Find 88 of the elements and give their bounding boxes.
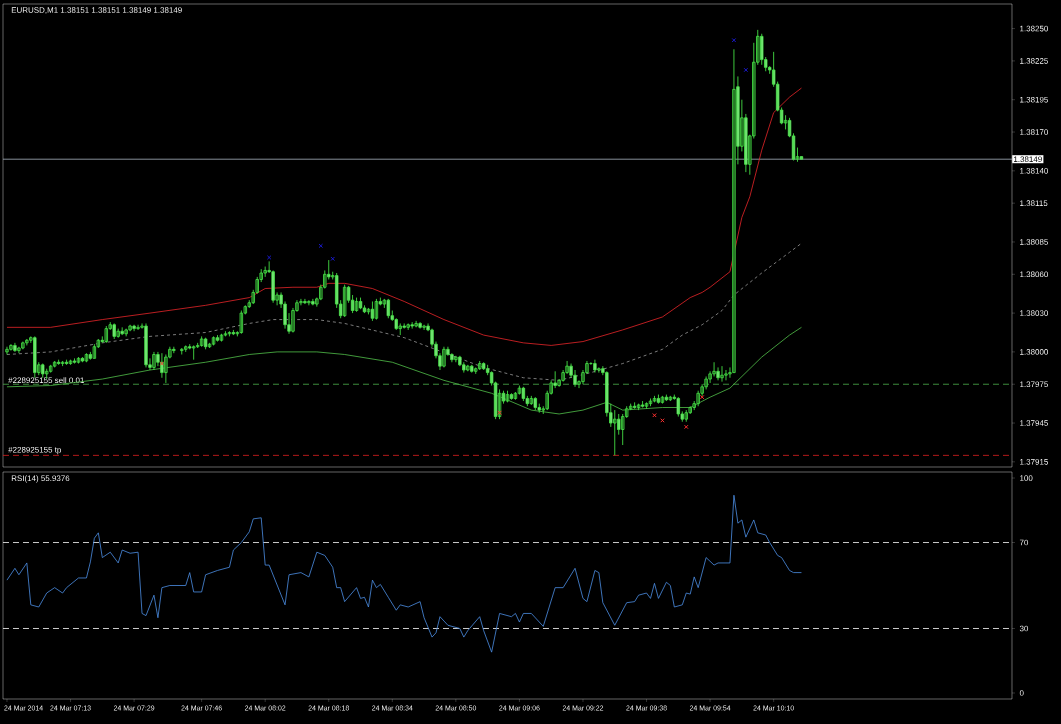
candlestick — [25, 338, 29, 346]
candlestick — [422, 324, 426, 331]
candlestick — [414, 320, 418, 328]
candlestick — [466, 364, 470, 372]
candlestick — [418, 321, 422, 330]
point — [660, 418, 665, 423]
candlestick — [64, 359, 69, 366]
candlestick — [648, 398, 653, 407]
line-series — [6, 326, 802, 415]
point — [159, 361, 165, 366]
candlestick — [184, 344, 188, 353]
candlestick — [644, 401, 649, 410]
candlestick — [720, 365, 724, 383]
candlestick — [442, 346, 446, 368]
candlestick — [92, 343, 97, 359]
candlestick — [124, 328, 128, 337]
candlestick — [311, 298, 315, 306]
candlestick — [152, 351, 156, 371]
candlestick — [529, 395, 534, 406]
candlestick — [231, 329, 236, 336]
candlestick — [13, 342, 17, 353]
candlestick — [199, 335, 204, 348]
candlestick — [481, 361, 486, 371]
candlestick — [370, 301, 375, 322]
line-series — [6, 242, 802, 381]
candlestick — [652, 395, 657, 403]
candlestick — [120, 326, 124, 336]
candlestick — [5, 346, 9, 355]
candlestick — [112, 323, 116, 340]
candlestick — [203, 337, 208, 350]
point — [731, 37, 737, 43]
candlestick — [470, 364, 474, 374]
candlestick — [505, 390, 510, 403]
candlestick — [386, 298, 391, 319]
point — [497, 410, 502, 415]
candlestick — [56, 359, 61, 366]
candlestick — [60, 360, 65, 367]
candlestick — [227, 330, 232, 337]
candlestick — [358, 297, 363, 310]
candlestick — [191, 344, 196, 361]
candlestick — [128, 324, 132, 332]
candlestick — [80, 356, 85, 363]
point — [318, 243, 324, 249]
point — [330, 256, 335, 262]
candlestick — [21, 341, 25, 350]
line-series — [6, 87, 802, 346]
candlestick — [640, 400, 645, 408]
candlestick — [716, 366, 720, 381]
candlestick — [521, 386, 526, 402]
candlestick — [533, 396, 538, 411]
candlestick — [632, 401, 637, 410]
candlestick — [41, 363, 45, 379]
candlestick — [68, 359, 73, 366]
candlestick — [684, 409, 688, 423]
candlestick — [219, 333, 224, 342]
candlestick — [9, 343, 13, 352]
candlestick — [410, 321, 414, 330]
point — [743, 67, 749, 73]
candlestick — [668, 395, 673, 402]
candlestick — [17, 346, 21, 354]
candlestick — [656, 394, 661, 405]
point — [652, 413, 657, 418]
candlestick — [406, 323, 410, 331]
point — [699, 394, 705, 400]
candlestick — [104, 325, 108, 344]
candlestick — [172, 346, 176, 354]
candlestick — [307, 299, 311, 306]
candlestick — [303, 298, 307, 305]
candlestick — [454, 355, 458, 363]
candlestick — [374, 298, 379, 321]
candlestick — [593, 359, 597, 374]
candlestick — [676, 396, 681, 418]
candlestick — [33, 335, 37, 379]
candlestick — [215, 334, 220, 342]
point — [266, 255, 272, 260]
candlestick — [664, 394, 669, 402]
point — [683, 424, 689, 430]
candlestick — [132, 324, 136, 332]
candlestick — [732, 48, 736, 374]
candlestick — [636, 403, 641, 411]
candlestick — [72, 357, 77, 364]
candlestick — [136, 324, 140, 331]
candlestick — [342, 284, 347, 318]
candlestick — [84, 352, 89, 363]
candlestick — [724, 369, 728, 381]
candlestick — [180, 347, 184, 355]
candlestick — [144, 323, 148, 368]
candlestick — [477, 360, 482, 371]
